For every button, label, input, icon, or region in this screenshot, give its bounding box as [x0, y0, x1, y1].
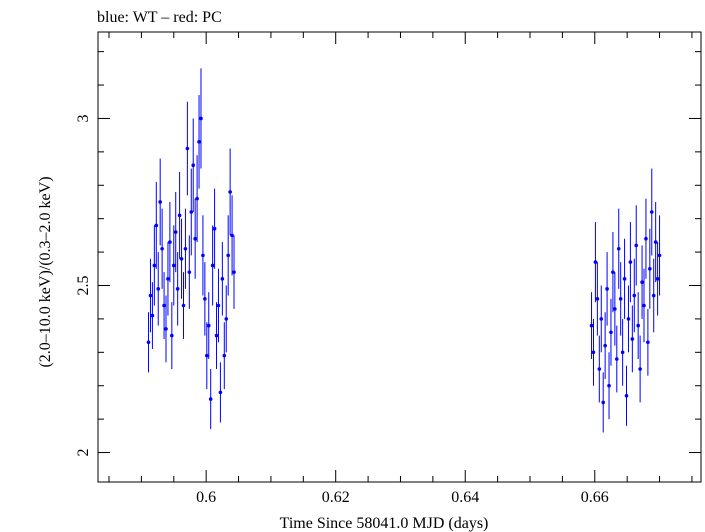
data-point — [150, 313, 155, 318]
data-point — [208, 397, 213, 401]
data-point — [179, 256, 184, 261]
data-point — [655, 277, 660, 281]
data-point — [640, 280, 644, 284]
data-point — [651, 293, 656, 298]
data-point — [197, 140, 201, 144]
data-point — [611, 270, 615, 274]
data-point — [638, 367, 642, 371]
data-point — [607, 383, 611, 388]
data-point — [589, 323, 594, 328]
data-point — [148, 293, 153, 298]
data-point — [175, 287, 180, 291]
data-point — [634, 243, 639, 248]
data-point — [636, 323, 640, 328]
data-point — [195, 196, 199, 201]
data-point — [630, 337, 635, 341]
data-point — [212, 226, 217, 231]
data-point — [616, 246, 621, 251]
data-point — [210, 263, 215, 268]
data-point — [226, 253, 230, 258]
x-tick-label: 0.64 — [451, 489, 479, 506]
error-bars — [148, 68, 661, 433]
data-point — [203, 297, 207, 301]
data-point — [168, 240, 172, 244]
data-point — [224, 317, 229, 321]
data-point — [162, 303, 166, 308]
x-tick-label: 0.66 — [581, 489, 609, 506]
data-point — [214, 333, 219, 338]
data-point — [199, 116, 203, 121]
data-point — [158, 200, 162, 204]
data-point — [609, 330, 613, 335]
data-point — [156, 287, 161, 291]
data-point — [173, 230, 178, 234]
data-point — [646, 340, 650, 345]
data-point — [154, 223, 159, 228]
x-axis-label: Time Since 58041.0 MJD (days) — [280, 515, 489, 532]
data-point — [177, 213, 182, 218]
data-point — [230, 233, 234, 238]
data-point — [187, 270, 192, 274]
x-tick-label: 0.6 — [196, 489, 216, 506]
data-point — [160, 246, 164, 251]
data-point — [626, 317, 631, 321]
data-point — [232, 270, 236, 274]
data-point — [185, 146, 190, 151]
data-point — [191, 163, 196, 168]
data-point — [613, 307, 617, 311]
axis-tick-labels: 0.6 0.62 0.64 0.66 2 2.5 3 — [75, 114, 609, 506]
plot-frame — [97, 31, 702, 483]
data-point — [222, 353, 227, 358]
data-point — [171, 263, 176, 268]
data-point — [605, 287, 609, 291]
data-point — [166, 277, 170, 281]
data-point — [644, 236, 648, 241]
data-point — [193, 236, 197, 241]
data-point — [597, 367, 602, 371]
data-point — [649, 210, 654, 214]
y-tick-label: 2 — [75, 449, 92, 457]
data-point — [228, 190, 232, 194]
data-point — [181, 303, 186, 308]
data-point — [653, 240, 658, 244]
data-point — [595, 297, 600, 301]
y-tick-label: 2.5 — [75, 275, 92, 295]
data-point — [615, 357, 619, 361]
data-point — [642, 303, 646, 308]
chart-title: blue: WT – red: PC — [97, 9, 222, 26]
data-point — [152, 263, 157, 268]
data-point — [648, 266, 652, 271]
data-point — [205, 353, 209, 358]
data-point — [170, 333, 174, 338]
data-point — [593, 260, 598, 264]
data-point — [632, 293, 637, 298]
data-point — [601, 400, 605, 405]
data-point — [164, 327, 168, 331]
x-tick-label: 0.62 — [322, 489, 350, 506]
axis-ticks — [98, 32, 701, 482]
data-point — [603, 343, 607, 348]
data-point — [620, 350, 625, 355]
data-point — [206, 323, 211, 328]
data-point — [183, 246, 188, 251]
data-point — [618, 297, 623, 301]
data-point — [220, 277, 225, 281]
data-point — [622, 277, 627, 281]
data-point — [591, 350, 596, 355]
data-point — [599, 317, 604, 321]
data-point — [624, 393, 629, 398]
data-point — [201, 253, 205, 258]
data-point — [657, 253, 662, 258]
data-point — [146, 340, 151, 345]
data-point — [189, 210, 194, 214]
data-point — [218, 390, 223, 395]
y-axis-label: (2.0–10.0 keV)/(0.3–2.0 keV) — [37, 176, 54, 367]
y-tick-label: 3 — [75, 114, 92, 122]
data-point — [628, 260, 633, 264]
data-point — [216, 303, 221, 308]
data-points — [146, 116, 662, 405]
